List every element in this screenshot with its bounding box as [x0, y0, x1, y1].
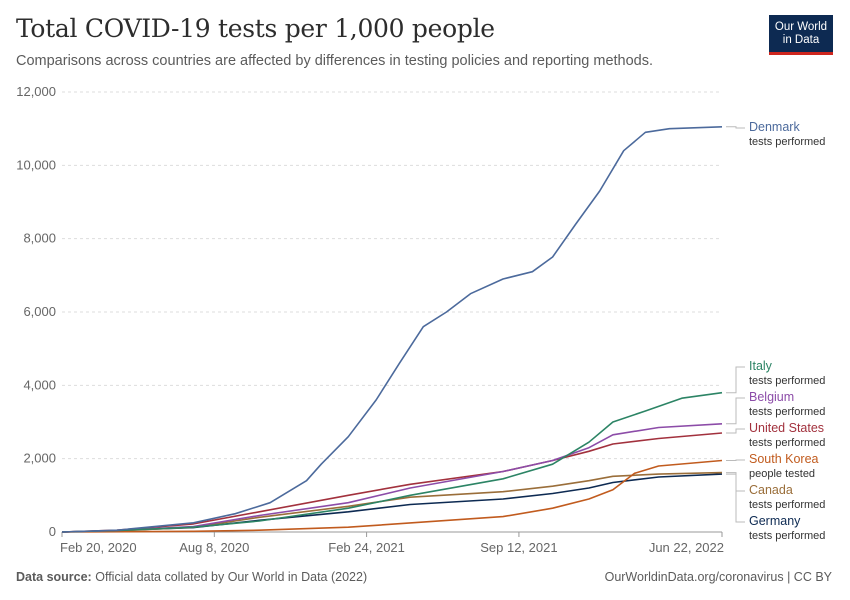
y-tick-label: 8,000 [23, 231, 56, 246]
series-line-united-states[interactable] [61, 432, 723, 533]
legend-connector [726, 428, 745, 434]
legend-name: Germany [749, 514, 801, 528]
legend-name: Canada [749, 483, 793, 497]
logo-line-1: Our World [774, 20, 828, 33]
y-tick-label: 4,000 [23, 377, 56, 392]
y-tick-label: 10,000 [16, 157, 56, 172]
series-line-denmark[interactable] [61, 126, 723, 533]
legend-item-canada[interactable]: Canada tests performed [726, 472, 825, 511]
legend-item-denmark[interactable]: Denmark tests performed [726, 120, 825, 148]
y-tick-label: 12,000 [16, 84, 56, 99]
y-tick-label: 6,000 [23, 304, 56, 319]
legend-name: Belgium [749, 390, 794, 404]
series-line-south-korea[interactable] [61, 459, 723, 533]
series-line-belgium[interactable] [61, 423, 723, 533]
x-tick-label: Aug 8, 2020 [179, 540, 249, 555]
legend-connector [726, 459, 745, 461]
y-axis-ticks: 0 2,000 4,000 6,000 8,000 10,000 12,000 [16, 84, 56, 539]
source-text: Official data collated by Our World in D… [95, 570, 368, 584]
legend-item-south-korea[interactable]: South Korea people tested [726, 452, 819, 480]
legend-sublabel: tests performed [749, 499, 825, 511]
legend-item-united-states[interactable]: United States tests performed [726, 421, 825, 449]
chart-title: Total COVID-19 tests per 1,000 people [16, 14, 495, 43]
legend: Denmark tests performed Italy tests perform… [726, 120, 825, 542]
legend-connector [726, 397, 745, 425]
series-lines [61, 126, 723, 533]
x-tick-label: Feb 24, 2021 [328, 540, 405, 555]
legend-sublabel: people tested [749, 468, 815, 480]
x-tick-label: Feb 20, 2020 [60, 540, 137, 555]
footer-source: Data source: Official data collated by O… [16, 570, 367, 584]
chart-subtitle: Comparisons across countries are affecte… [16, 53, 654, 69]
x-axis: Feb 20, 2020 Aug 8, 2020 Feb 24, 2021 Sep 1… [60, 531, 724, 555]
legend-sublabel: tests performed [749, 136, 825, 148]
owid-logo[interactable]: Our World in Data [769, 15, 833, 55]
grid-lines [62, 91, 722, 460]
legend-connector [726, 126, 745, 129]
legend-name: United States [749, 421, 824, 435]
legend-sublabel: tests performed [749, 437, 825, 449]
source-label: Data source: [16, 570, 92, 584]
legend-connector [726, 473, 745, 523]
line-chart: 0 2,000 4,000 6,000 8,000 10,000 12,000 Feb 20… [16, 84, 825, 555]
legend-name: South Korea [749, 452, 819, 466]
legend-item-italy[interactable]: Italy tests performed [726, 359, 825, 394]
y-tick-label: 2,000 [23, 451, 56, 466]
legend-item-belgium[interactable]: Belgium tests performed [726, 390, 825, 425]
x-tick-label: Jun 22, 2022 [649, 540, 724, 555]
legend-connector [726, 366, 745, 394]
legend-item-germany[interactable]: Germany tests performed [726, 473, 825, 542]
series-line-italy[interactable] [61, 391, 723, 533]
logo-line-2: in Data [782, 33, 820, 46]
x-tick-label: Sep 12, 2021 [480, 540, 557, 555]
legend-sublabel: tests performed [749, 375, 825, 387]
legend-name: Italy [749, 359, 773, 373]
y-tick-label: 0 [49, 524, 56, 539]
legend-name: Denmark [749, 120, 800, 134]
footer-url[interactable]: OurWorldinData.org/coronavirus | CC BY [604, 570, 832, 584]
legend-sublabel: tests performed [749, 406, 825, 418]
legend-sublabel: tests performed [749, 530, 825, 542]
